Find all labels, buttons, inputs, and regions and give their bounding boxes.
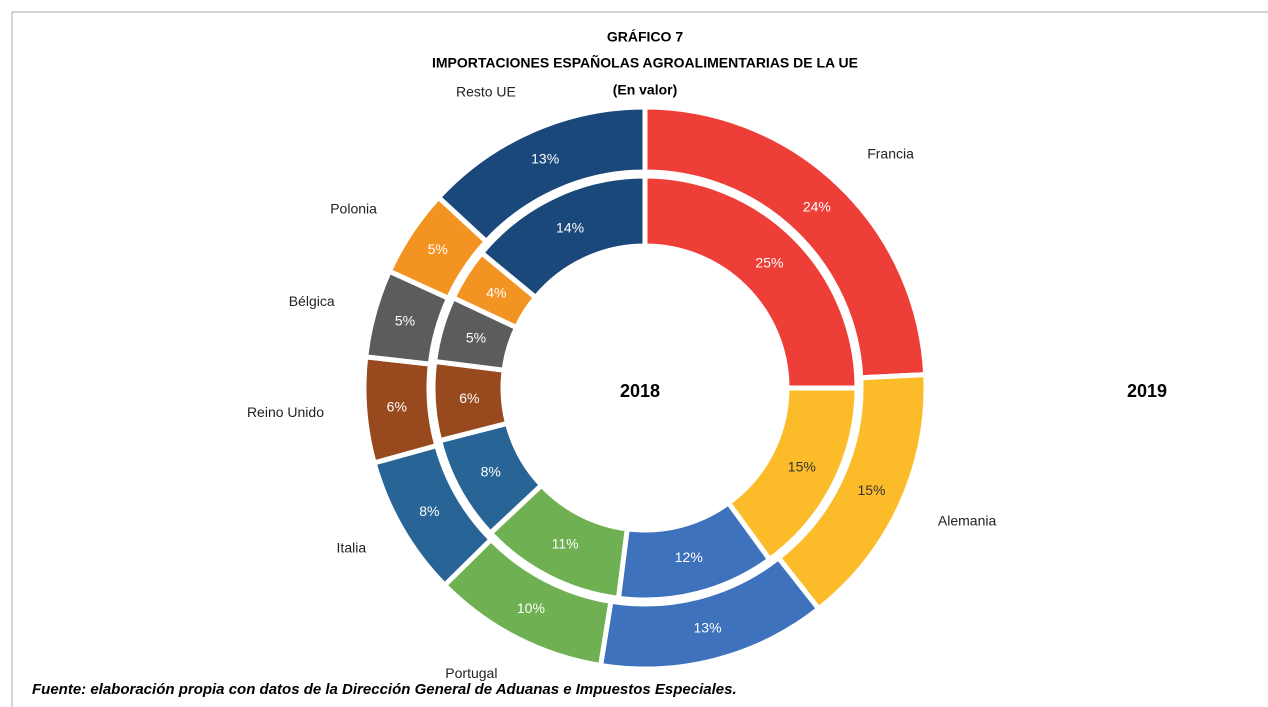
data-label: 13% [531, 151, 559, 167]
data-label: 11% [552, 536, 579, 552]
data-label: 15% [857, 482, 885, 498]
data-label: 10% [517, 600, 545, 616]
category-label: Portugal [445, 665, 497, 681]
data-label: 24% [803, 198, 831, 214]
donut-slice [642, 173, 860, 391]
data-label: 8% [481, 463, 501, 479]
data-label: 12% [675, 549, 703, 565]
category-label: Resto UE [456, 84, 516, 100]
data-label: 5% [466, 330, 486, 346]
data-label: 25% [755, 254, 783, 270]
donut-slice [478, 173, 648, 302]
category-label: Italia [337, 540, 367, 556]
donut-slice [435, 104, 648, 245]
chart-subtitle: IMPORTACIONES ESPAÑOLAS AGROALIMENTARIAS… [432, 54, 858, 71]
data-label: 6% [387, 398, 407, 414]
data-label: 14% [556, 219, 584, 235]
category-label: Reino Unido [247, 404, 324, 420]
data-label: 5% [428, 241, 448, 257]
chart-title: GRÁFICO 7 [607, 29, 683, 45]
source-note: Fuente: elaboración propia con datos de … [32, 681, 737, 698]
data-label: 6% [459, 390, 479, 406]
category-label: Alemania [938, 512, 997, 528]
data-label: 13% [694, 620, 722, 636]
category-label: Bélgica [289, 293, 335, 309]
data-label: 15% [788, 459, 816, 475]
category-label: Francia [867, 146, 914, 162]
data-label: 8% [419, 503, 439, 519]
category-label: Polonia [330, 200, 377, 216]
data-label: 5% [395, 312, 415, 328]
chart-subtitle: (En valor) [613, 82, 678, 98]
data-label: 4% [486, 284, 506, 300]
series-label: 2019 [1127, 381, 1167, 401]
series-label: 2018 [620, 381, 660, 401]
